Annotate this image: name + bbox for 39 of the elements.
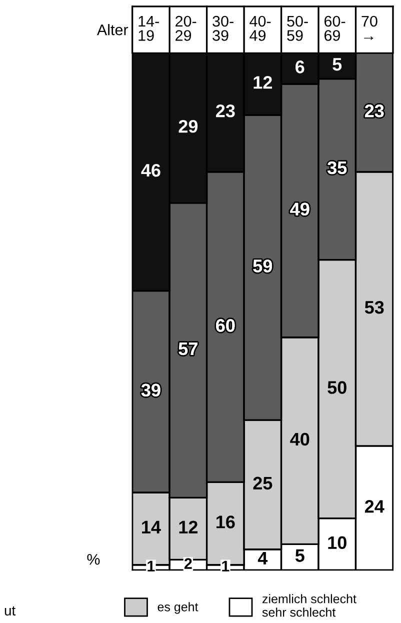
data-label: 14 <box>142 520 161 534</box>
text: ut <box>4 606 16 616</box>
data-label: 5 <box>332 58 342 71</box>
data-label: 46 <box>141 164 160 177</box>
data-label: 35 <box>328 161 347 174</box>
data-label: 1 <box>222 560 230 572</box>
data-label: 39 <box>141 384 160 397</box>
data-label: 49 <box>290 202 310 216</box>
data-label: 53 <box>364 300 384 314</box>
data-label: 23 <box>216 104 235 118</box>
data-label: 1 <box>148 560 155 572</box>
x-tick-label: 40- 49 <box>250 16 271 41</box>
data-label: 10 <box>328 536 346 550</box>
x-tick-label: 70 → <box>362 16 378 40</box>
data-label: 4 <box>258 552 268 564</box>
legend-label: es geht <box>158 602 198 614</box>
data-label: 50 <box>328 381 346 394</box>
data-label: 23 <box>364 104 384 118</box>
legend-label: ziemlich schlecht sehr schlecht <box>262 594 356 617</box>
data-label: 16 <box>216 516 235 528</box>
x-tick-label: 50- 59 <box>287 16 308 41</box>
x-axis-title: Alter <box>96 24 128 36</box>
x-tick-label: 30- 39 <box>212 16 234 41</box>
data-label: 25 <box>253 476 272 490</box>
data-label: 57 <box>178 342 198 356</box>
data-label: 12 <box>179 520 198 534</box>
data-label: 40 <box>290 432 310 446</box>
data-label: 60 <box>216 319 235 332</box>
y-axis-title: % <box>87 554 100 565</box>
data-label: 24 <box>364 500 384 513</box>
x-tick-label: 60- 69 <box>324 16 346 41</box>
x-tick-label: 20- 29 <box>176 16 196 41</box>
data-label: 2 <box>184 558 192 569</box>
data-label: 6 <box>296 60 304 74</box>
x-tick-label: 14- 19 <box>138 16 159 41</box>
data-label: 5 <box>295 549 304 562</box>
data-label: 59 <box>253 260 272 272</box>
data-label: 12 <box>254 76 272 89</box>
data-label: 29 <box>178 120 198 133</box>
